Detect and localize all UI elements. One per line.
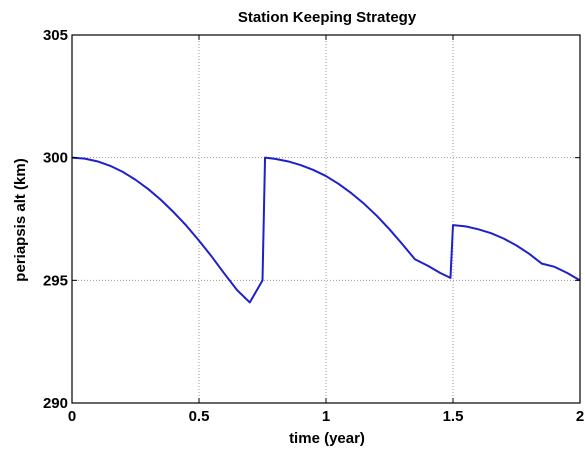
x-tick-label: 1.5	[443, 408, 464, 425]
series-layer	[71, 156, 581, 304]
y-tick-label: 305	[43, 27, 68, 44]
y-tick-labels: 290 295 300 305	[43, 27, 68, 412]
x-tick-label: 2	[576, 408, 584, 425]
y-axis-label: periapsis alt (km)	[12, 158, 29, 281]
series-line	[71, 156, 581, 304]
axis-ticks	[71, 34, 581, 404]
y-tick-label: 295	[43, 272, 68, 289]
grid	[72, 35, 580, 403]
y-tick-label: 300	[43, 150, 68, 167]
y-tick-label: 290	[43, 395, 68, 412]
x-tick-labels: 0 0.5 1 1.5 2	[68, 408, 584, 425]
x-tick-label: 1	[322, 408, 330, 425]
chart-title: Station Keeping Strategy	[238, 9, 417, 26]
x-axis-label: time (year)	[289, 430, 365, 447]
x-tick-label: 0.5	[189, 408, 210, 425]
x-tick-label: 0	[68, 408, 76, 425]
